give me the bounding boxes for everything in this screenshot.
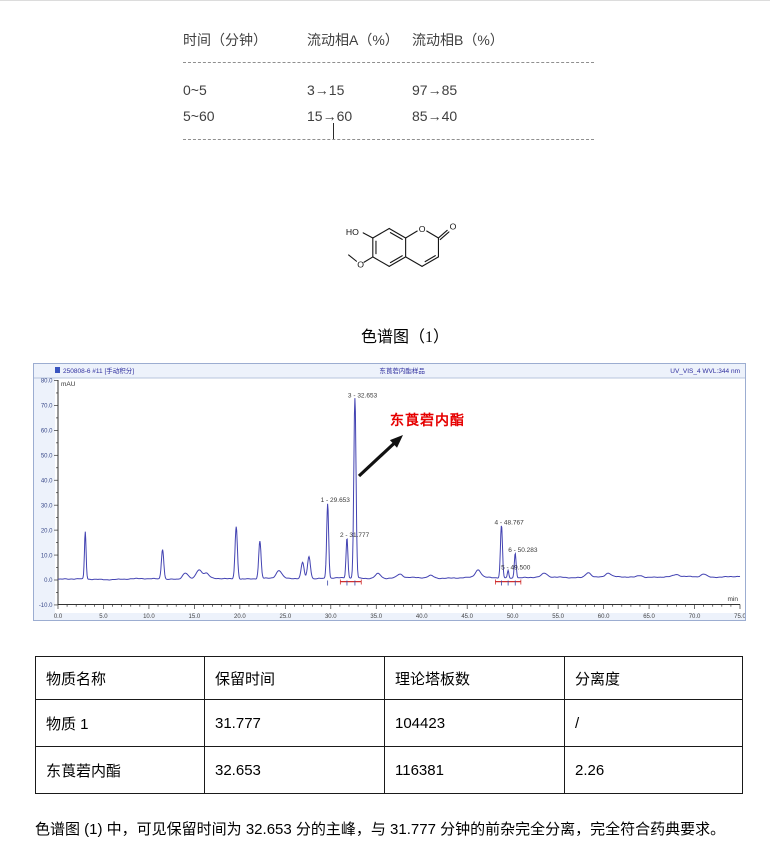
results-table-row: 物质 1 31.777 104423 / (35, 699, 743, 747)
x-tick-label: 45.0 (461, 614, 473, 620)
results-cell: 31.777 (204, 699, 385, 747)
y-tick-label: 40.0 (41, 478, 53, 484)
x-tick-label: 55.0 (552, 614, 564, 620)
x-tick-label: 5.0 (99, 614, 108, 620)
y-tick-label: 70.0 (41, 404, 53, 410)
results-cell: 物质 1 (35, 699, 205, 747)
y-axis-unit-label: mAU (61, 381, 76, 388)
gradient-cell: 97→85 (412, 82, 458, 98)
x-tick-label: 50.0 (507, 614, 519, 620)
x-tick-label: 15.0 (189, 614, 201, 620)
x-tick-label: 25.0 (279, 614, 291, 620)
chromatogram-file-icon (55, 367, 60, 373)
divider-dashed-bottom (183, 139, 594, 140)
x-tick-label: 10.0 (143, 614, 155, 620)
figure-title: 色谱图（1） (360, 329, 449, 346)
divider-dashed-top (183, 62, 594, 63)
gradient-cell: 3→15 (307, 82, 345, 98)
results-cell: 116381 (384, 746, 565, 794)
results-cell: 32.653 (204, 746, 385, 794)
y-tick-label: 30.0 (41, 503, 53, 509)
x-tick-label: 30.0 (325, 614, 337, 620)
peak-label: 5 - 49.500 (501, 565, 531, 572)
y-tick-label: 80.0 (41, 379, 53, 385)
x-axis-unit-label: min (728, 596, 739, 603)
gradient-header-phase-b: 流动相B（%） (412, 32, 504, 48)
x-tick-label: 65.0 (643, 614, 655, 620)
results-header-plates: 理论塔板数 (384, 656, 565, 700)
results-table-row: 东莨菪内酯 32.653 116381 2.26 (35, 746, 743, 794)
gradient-cell: 85→40 (412, 108, 458, 124)
x-tick-label: 0.0 (54, 614, 63, 620)
x-tick-label: 60.0 (598, 614, 610, 620)
gradient-table-row: 5~60 15→60 85→40 (183, 108, 603, 124)
chromatogram-trace (57, 398, 741, 581)
peak-label: 6 - 50.283 (508, 547, 538, 554)
peak-label: 2 - 31.777 (340, 532, 370, 539)
peak-label: 1 - 29.653 (321, 497, 351, 504)
x-tick-label: 75.0 (734, 614, 745, 620)
results-header-substance: 物质名称 (35, 656, 205, 700)
gradient-header-phase-a: 流动相A（%） (307, 32, 399, 48)
gradient-header-time: 时间（分钟） (183, 32, 267, 48)
scopoletin-structure-image: HO O O O (346, 221, 457, 270)
carbonyl-oxygen-label: O (450, 221, 457, 231)
x-tick-label: 70.0 (689, 614, 701, 620)
x-tick-label: 40.0 (416, 614, 428, 620)
chromatogram-sample-name: 东莨菪内酯样品 (379, 368, 425, 375)
gradient-cell: 5~60 (183, 108, 215, 124)
chromatogram-header: 250808-6 #11 [手动积分] 东莨菪内酯样品 UV_VIS_4 WVL… (34, 366, 745, 377)
gradient-cell: 0~5 (183, 82, 207, 98)
results-cell: / (564, 699, 743, 747)
x-tick-label: 35.0 (370, 614, 382, 620)
chromatogram-plot: 0.0 5.0 10.0 15.0 20.0 25.0 30.0 35.0 40.0 45.0 50… (34, 377, 745, 620)
y-tick-label: 50.0 (41, 454, 53, 460)
gradient-table-header: 时间（分钟） 流动相A（%） 流动相B（%） (183, 30, 603, 50)
results-cell: 104423 (384, 699, 565, 747)
text-cursor-mark (333, 123, 334, 140)
results-table: 物质名称 保留时间 理论塔板数 分离度 物质 1 31.777 104423 /… (35, 656, 743, 794)
results-cell: 东莨菪内酯 (35, 746, 205, 794)
gradient-table-row: 0~5 3→15 97→85 (183, 82, 603, 98)
ring-oxygen-label: O (419, 224, 426, 234)
peak-annotation-label: 东莨菪内酯 (390, 412, 465, 428)
peak-label: 3 - 32.653 (348, 392, 378, 399)
y-tick-label: -10.0 (39, 603, 53, 609)
results-header-resolution: 分离度 (564, 656, 743, 700)
hydroxyl-label: HO (346, 227, 359, 237)
y-tick-label: 10.0 (41, 553, 53, 559)
chromatogram-panel: 0.0 5.0 10.0 15.0 20.0 25.0 30.0 35.0 40.0 45.0 50… (33, 363, 746, 621)
methoxy-oxygen-label: O (357, 260, 364, 270)
chromatogram-channel-name: UV_VIS_4 WVL:344 nm (670, 368, 740, 375)
gradient-cell: 15→60 (307, 108, 353, 124)
y-tick-label: 20.0 (41, 528, 53, 534)
peak-label: 4 - 48.767 (494, 520, 524, 527)
results-cell: 2.26 (564, 746, 743, 794)
annotation-arrow (357, 441, 396, 478)
results-header-retention: 保留时间 (204, 656, 385, 700)
conclusion-text: 色谱图 (1) 中，可见保留时间为 32.653 分的主峰，与 31.777 分… (35, 821, 726, 838)
y-tick-label: 60.0 (41, 429, 53, 435)
chromatogram-injection-name: 250808-6 #11 [手动积分] (55, 366, 134, 377)
annotation-arrow-head (389, 435, 403, 448)
x-tick-label: 20.0 (234, 614, 246, 620)
results-table-header-row: 物质名称 保留时间 理论塔板数 分离度 (35, 656, 743, 700)
y-tick-label: 0.0 (44, 578, 53, 584)
